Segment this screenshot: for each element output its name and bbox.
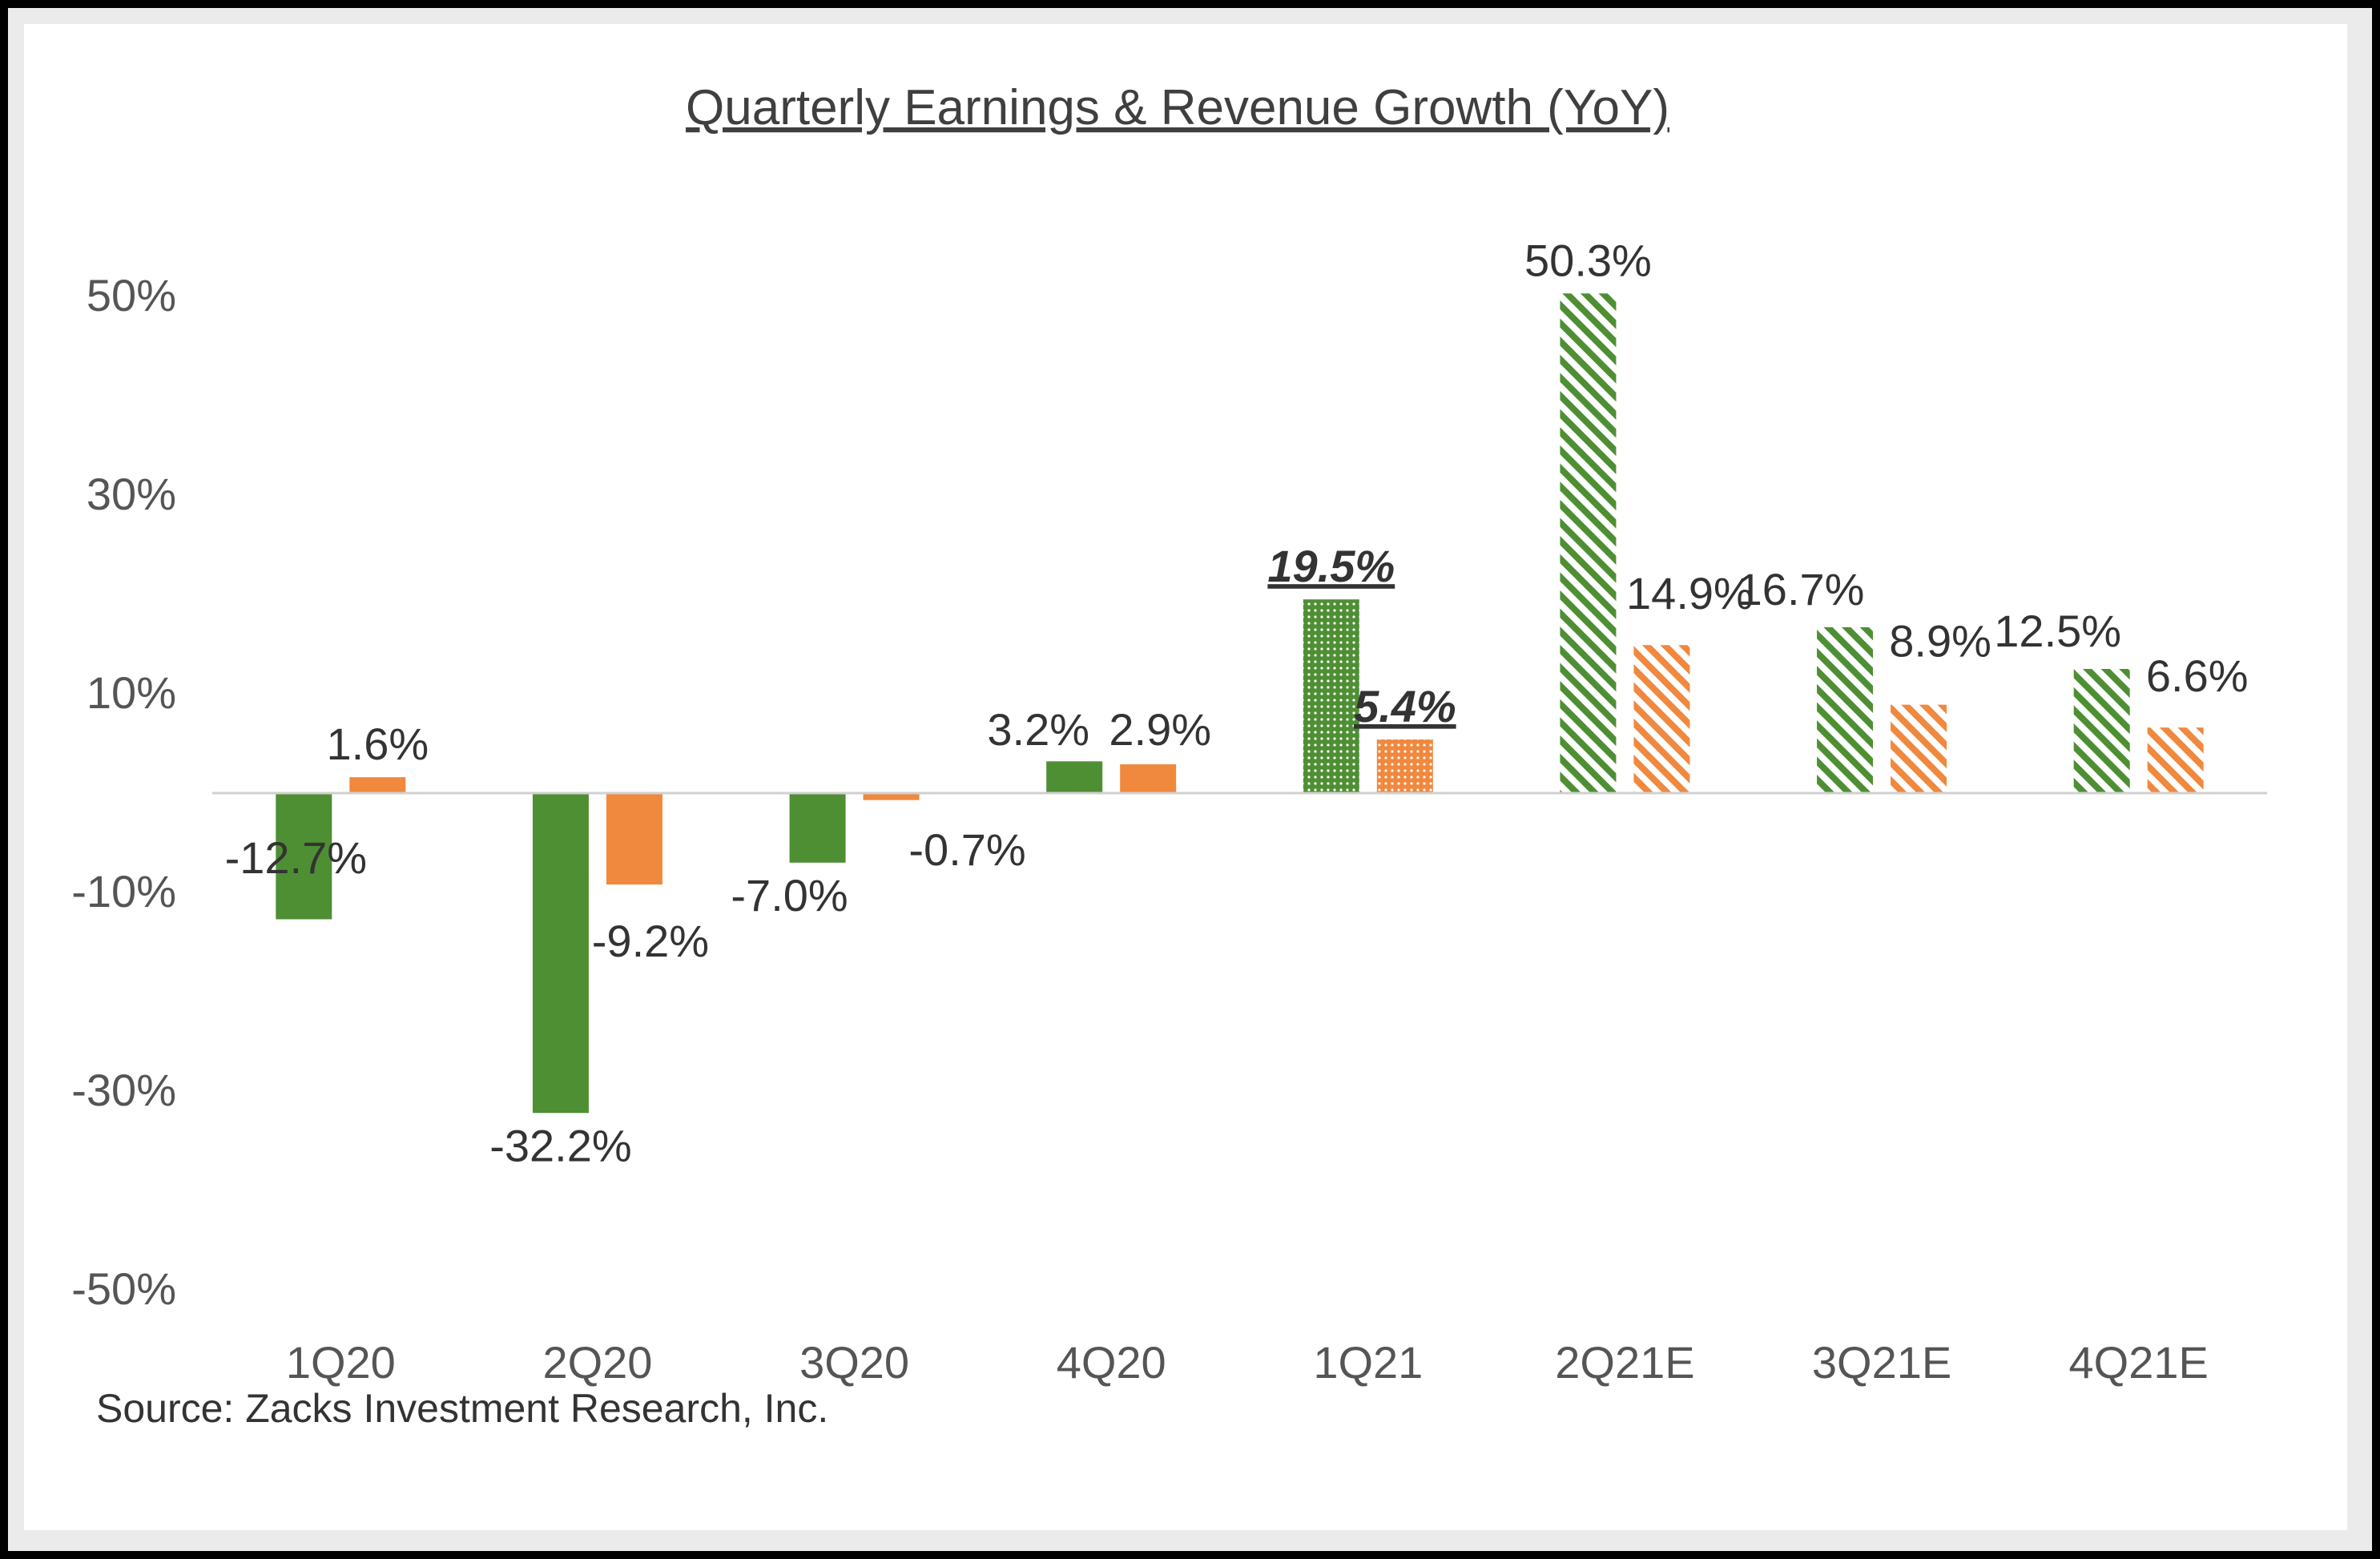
screen-frame: Quarterly Earnings & Revenue Growth (YoY… [8,8,2372,1551]
x-tick-label: 3Q21E [1812,1337,1951,1388]
earnings-bar-3q21e [1817,626,1874,793]
bars-group [276,293,2204,1114]
y-tick-label: 10% [87,667,176,718]
earnings-bar-4q20 [1046,761,1103,793]
x-tick-label: 1Q20 [286,1337,396,1388]
x-tick-label: 4Q20 [1057,1337,1166,1388]
revenue-bar-2q20 [606,793,662,885]
earnings-label-3q21e: 16.7% [1738,564,1865,614]
earnings-label-2q20: -32.2% [489,1120,631,1170]
revenue-label-2q21e: 14.9% [1626,568,1754,618]
y-tick-label: 30% [87,469,176,519]
earnings-label-3q20: -7.0% [731,870,848,920]
data-labels-group: -12.7% 1.6% -32.2% -9.2% -7.0% -0.7% 3.2% 2.9% 1… [225,235,2249,1170]
y-tick-label: -30% [71,1065,176,1115]
revenue-bar-3q21e [1891,704,1947,793]
x-axis: 1Q20 2Q20 3Q20 4Q20 1Q21 2Q21E 3Q21E 4Q21E [286,1337,2209,1388]
x-tick-label: 1Q21 [1313,1337,1423,1388]
earnings-bar-1q20 [276,793,332,920]
earnings-label-2q21e: 50.3% [1524,235,1652,285]
revenue-label-4q21e: 6.6% [2146,651,2249,701]
earnings-bar-4q21e [2073,669,2130,793]
revenue-label-3q20: -0.7% [908,824,1025,875]
earnings-bar-1q21 [1303,599,1359,793]
earnings-label-1q21: 19.5% [1267,541,1395,591]
source-note: Source: Zacks Investment Research, Inc. [96,1386,828,1431]
revenue-label-4q20: 2.9% [1109,704,1211,755]
revenue-bar-3q20 [863,793,920,800]
chart-svg: Quarterly Earnings & Revenue Growth (YoY… [71,80,2267,1431]
earnings-bar-3q20 [789,793,846,863]
revenue-bar-2q21e [1633,645,1690,793]
y-tick-label: 50% [87,270,176,320]
chart-title: Quarterly Earnings & Revenue Growth (YoY… [686,80,1669,135]
x-tick-label: 2Q20 [542,1337,652,1388]
revenue-label-3q21e: 8.9% [1889,616,1991,667]
x-tick-label: 4Q21E [2069,1337,2209,1388]
revenue-label-1q20: 1.6% [326,719,429,769]
chart-panel: Quarterly Earnings & Revenue Growth (YoY… [24,24,2347,1530]
revenue-label-1q21: 5.4% [1354,681,1456,731]
revenue-bar-1q20 [349,777,406,793]
earnings-label-4q21e: 12.5% [1994,606,2121,656]
earnings-bar-2q20 [532,793,589,1114]
revenue-label-2q20: -9.2% [592,916,709,966]
revenue-bar-4q20 [1120,764,1177,793]
x-tick-label: 3Q20 [799,1337,909,1388]
y-axis: 50% 30% 10% -10% -30% -50% [71,270,176,1314]
y-tick-label: -10% [71,866,176,916]
earnings-bar-2q21e [1560,293,1617,793]
revenue-bar-1q21 [1376,739,1433,793]
x-tick-label: 2Q21E [1555,1337,1694,1388]
revenue-bar-4q21e [2147,727,2204,793]
earnings-label-4q20: 3.2% [987,704,1089,755]
earnings-label-1q20: -12.7% [225,832,367,883]
y-tick-label: -50% [71,1263,176,1314]
